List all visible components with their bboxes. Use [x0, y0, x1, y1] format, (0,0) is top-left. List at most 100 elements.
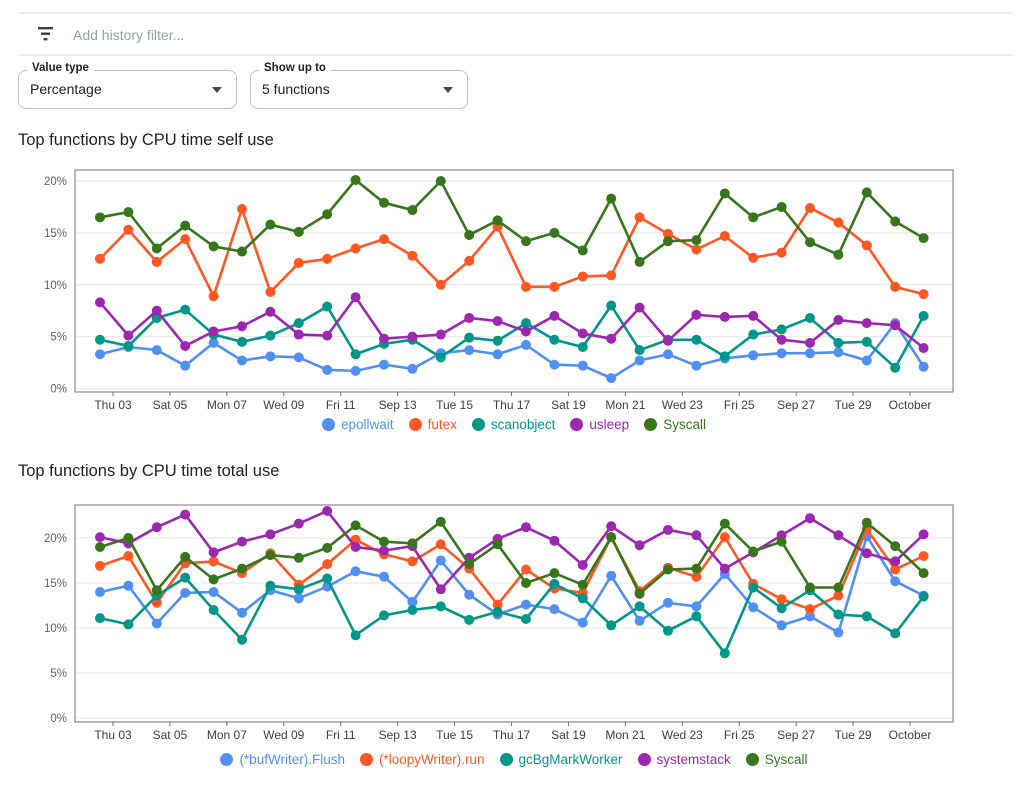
data-point[interactable] — [776, 594, 787, 605]
data-point[interactable] — [293, 257, 304, 268]
data-point[interactable] — [208, 241, 219, 252]
data-point[interactable] — [549, 568, 560, 579]
data-point[interactable] — [379, 536, 389, 547]
data-point[interactable] — [237, 607, 247, 618]
data-point[interactable] — [379, 359, 389, 370]
data-point[interactable] — [322, 506, 333, 516]
data-point[interactable] — [95, 297, 105, 308]
data-point[interactable] — [805, 582, 815, 593]
data-point[interactable] — [464, 559, 475, 570]
data-point[interactable] — [549, 604, 560, 615]
data-point[interactable] — [577, 360, 588, 371]
data-point[interactable] — [549, 359, 560, 370]
data-point[interactable] — [805, 348, 815, 359]
data-point[interactable] — [663, 349, 673, 360]
data-point[interactable] — [833, 337, 844, 348]
data-point[interactable] — [861, 240, 872, 251]
data-point[interactable] — [577, 271, 588, 282]
data-point[interactable] — [918, 551, 929, 561]
data-point[interactable] — [350, 542, 361, 552]
data-point[interactable] — [350, 292, 361, 303]
data-point[interactable] — [776, 603, 787, 614]
data-point[interactable] — [95, 532, 105, 543]
data-point[interactable] — [606, 570, 617, 581]
data-point[interactable] — [890, 320, 901, 331]
data-point[interactable] — [464, 229, 475, 240]
show-up-to-dropdown[interactable]: Show up to 5 functions — [250, 62, 468, 109]
data-point[interactable] — [237, 204, 247, 215]
data-point[interactable] — [805, 237, 815, 248]
data-point[interactable] — [350, 566, 361, 577]
data-point[interactable] — [833, 217, 844, 228]
data-point[interactable] — [180, 360, 191, 371]
data-point[interactable] — [805, 202, 815, 213]
data-point[interactable] — [95, 587, 105, 597]
data-point[interactable] — [918, 361, 929, 372]
data-point[interactable] — [293, 226, 304, 237]
data-point[interactable] — [180, 234, 191, 245]
data-point[interactable] — [691, 601, 702, 612]
data-point[interactable] — [492, 599, 503, 610]
cpu-self-use-chart[interactable]: 0% 5% 10% 15% 20% Thu 03 Sat 05 Mon 07 Wed 09 Fri… — [0, 158, 1030, 414]
data-point[interactable] — [208, 587, 219, 597]
data-point[interactable] — [123, 533, 134, 543]
data-point[interactable] — [492, 316, 503, 327]
data-point[interactable] — [890, 628, 901, 639]
data-point[interactable] — [776, 324, 787, 335]
data-point[interactable] — [691, 571, 702, 582]
data-point[interactable] — [435, 176, 446, 186]
data-point[interactable] — [606, 521, 617, 532]
data-point[interactable] — [435, 601, 446, 612]
data-point[interactable] — [379, 197, 389, 208]
data-point[interactable] — [719, 311, 730, 322]
data-point[interactable] — [322, 209, 333, 220]
data-point[interactable] — [890, 362, 901, 373]
data-point[interactable] — [833, 590, 844, 601]
data-point[interactable] — [95, 349, 105, 360]
data-point[interactable] — [918, 289, 929, 300]
data-point[interactable] — [208, 605, 219, 615]
data-point[interactable] — [322, 364, 333, 375]
data-point[interactable] — [577, 579, 588, 590]
data-point[interactable] — [748, 350, 759, 361]
data-point[interactable] — [805, 337, 815, 348]
data-point[interactable] — [719, 532, 730, 543]
data-point[interactable] — [265, 330, 276, 341]
data-point[interactable] — [350, 630, 361, 641]
data-point[interactable] — [265, 550, 276, 561]
data-point[interactable] — [833, 627, 844, 638]
history-filter-input[interactable] — [71, 23, 775, 47]
data-point[interactable] — [719, 351, 730, 362]
data-point[interactable] — [237, 355, 247, 366]
data-point[interactable] — [861, 187, 872, 198]
data-point[interactable] — [691, 530, 702, 541]
data-point[interactable] — [521, 614, 531, 624]
data-point[interactable] — [663, 228, 673, 239]
data-point[interactable] — [918, 310, 929, 321]
data-point[interactable] — [208, 337, 219, 348]
data-point[interactable] — [634, 540, 645, 551]
data-point[interactable] — [464, 332, 475, 343]
data-point[interactable] — [890, 556, 901, 567]
data-point[interactable] — [180, 587, 191, 598]
data-point[interactable] — [293, 318, 304, 329]
data-point[interactable] — [151, 597, 162, 608]
data-point[interactable] — [265, 287, 276, 298]
data-point[interactable] — [293, 593, 304, 604]
data-point[interactable] — [861, 355, 872, 366]
data-point[interactable] — [890, 216, 901, 227]
data-point[interactable] — [379, 545, 389, 556]
data-point[interactable] — [549, 334, 560, 345]
data-point[interactable] — [890, 576, 901, 587]
data-point[interactable] — [918, 568, 929, 579]
data-point[interactable] — [322, 301, 333, 312]
data-point[interactable] — [748, 546, 759, 557]
data-point[interactable] — [151, 243, 162, 254]
data-point[interactable] — [890, 281, 901, 292]
data-point[interactable] — [180, 572, 191, 583]
data-point[interactable] — [208, 291, 219, 302]
data-point[interactable] — [634, 355, 645, 366]
data-point[interactable] — [890, 564, 901, 575]
data-point[interactable] — [237, 336, 247, 347]
data-point[interactable] — [861, 611, 872, 622]
